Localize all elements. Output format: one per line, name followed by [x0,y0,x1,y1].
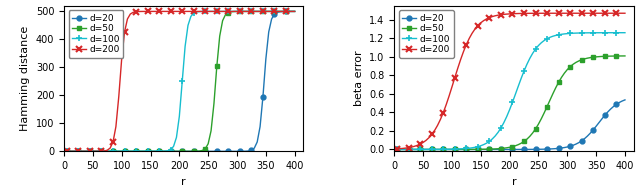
d=100 [63,150,71,152]
Legend: d=20, d=50, d=100, d=200: d=20, d=50, d=100, d=200 [68,10,124,58]
d=200 [394,148,401,150]
Line: d=20: d=20 [395,97,627,152]
d=20 [210,150,218,152]
d=200 [210,10,218,13]
d=200 [595,12,603,14]
d=50 [265,10,273,13]
d=50 [394,148,401,151]
Line: d=200: d=200 [63,8,298,155]
d=50 [494,148,502,150]
d=50 [595,55,603,58]
d=100 [210,10,218,13]
d=20 [529,148,536,151]
d=20 [164,150,172,152]
d=50 [198,149,206,152]
d=50 [164,150,172,152]
Line: d=50: d=50 [395,54,627,152]
d=200 [63,150,71,152]
d=20 [265,31,273,33]
d=200 [532,12,540,15]
d=200 [268,10,275,13]
Line: d=20: d=20 [65,9,297,154]
d=20 [621,99,628,101]
d=100 [198,10,206,13]
d=100 [164,150,172,152]
d=20 [63,150,71,152]
d=100 [595,32,603,34]
d=100 [532,48,540,50]
d=100 [202,10,209,13]
d=100 [549,35,557,37]
d=20 [494,148,502,151]
d=20 [202,150,209,152]
d=200 [529,12,536,15]
d=200 [164,10,172,13]
d=100 [265,10,273,13]
X-axis label: r: r [511,177,516,187]
Line: d=100: d=100 [63,8,298,155]
X-axis label: r: r [181,177,186,187]
d=100 [529,52,536,55]
d=50 [540,112,548,114]
Line: d=100: d=100 [394,29,628,153]
d=100 [540,39,548,42]
d=50 [621,55,628,57]
d=50 [219,20,227,22]
d=200 [213,10,221,13]
d=50 [202,148,209,150]
Legend: d=20, d=50, d=100, d=200: d=20, d=50, d=100, d=200 [399,10,454,58]
d=20 [549,148,557,150]
d=20 [540,148,548,150]
Line: d=200: d=200 [394,10,628,152]
d=200 [621,12,628,14]
d=50 [532,128,540,130]
d=200 [202,10,209,13]
d=100 [494,131,502,133]
d=20 [291,10,298,13]
d=200 [198,10,206,13]
d=200 [221,10,229,13]
d=200 [549,12,557,14]
d=200 [540,12,548,14]
d=200 [494,14,502,16]
Y-axis label: beta error: beta error [354,51,364,106]
d=100 [621,32,628,34]
d=200 [291,10,298,13]
Line: d=50: d=50 [65,9,297,154]
d=100 [219,10,227,13]
d=50 [63,150,71,152]
d=20 [394,148,401,151]
d=50 [291,10,298,13]
d=20 [532,148,540,151]
d=100 [291,10,298,13]
d=20 [219,150,227,152]
d=50 [529,132,536,134]
d=20 [595,121,603,124]
Y-axis label: Hamming distance: Hamming distance [20,26,30,131]
d=50 [549,93,557,95]
d=100 [394,148,401,151]
d=100 [276,10,284,13]
d=20 [198,150,206,152]
d=50 [210,102,218,105]
